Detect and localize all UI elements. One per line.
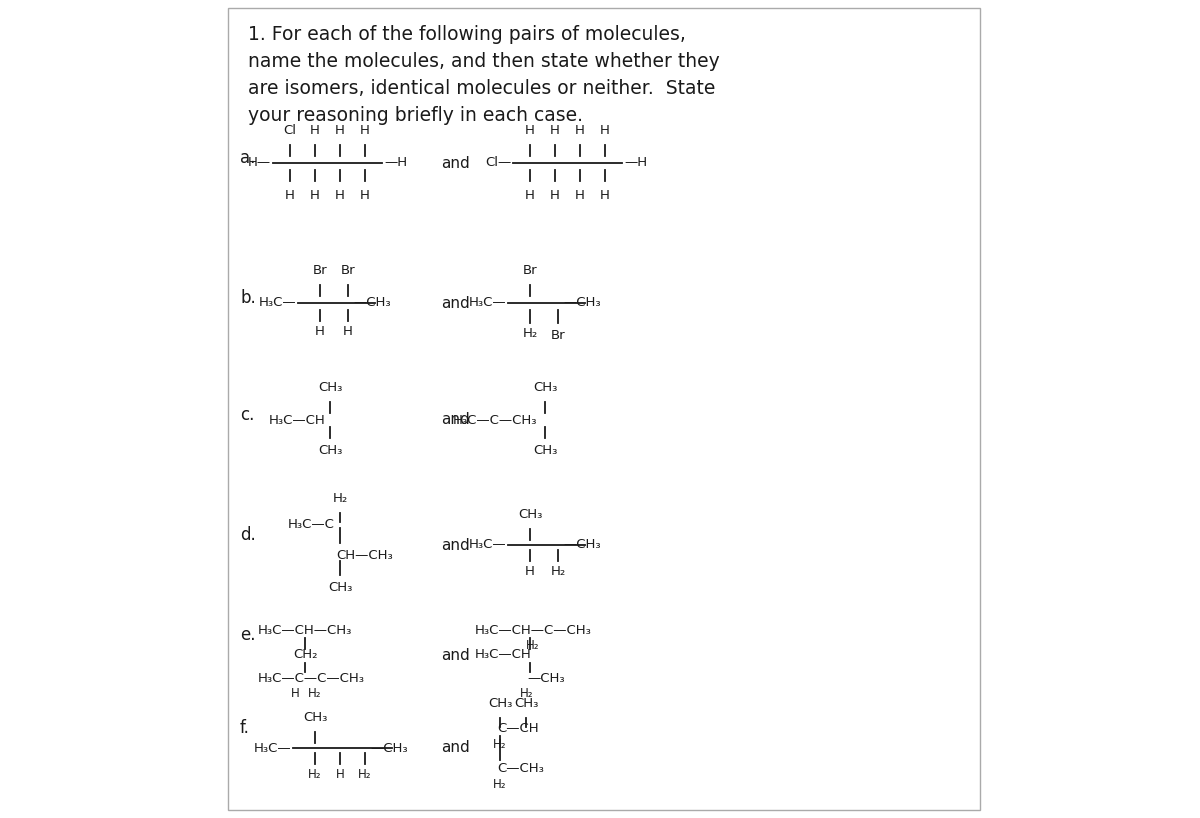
Text: name the molecules, and then state whether they: name the molecules, and then state wheth… — [248, 52, 720, 71]
Text: H: H — [310, 189, 320, 202]
Text: —CH₃: —CH₃ — [527, 672, 565, 685]
Text: —CH₃: —CH₃ — [563, 538, 601, 551]
Text: H₃C—C—C—CH₃: H₃C—C—C—CH₃ — [258, 672, 365, 685]
Text: H₃C—: H₃C— — [258, 296, 296, 309]
Text: b.: b. — [240, 289, 256, 307]
Text: CH₃: CH₃ — [318, 381, 342, 394]
Text: your reasoning briefly in each case.: your reasoning briefly in each case. — [248, 106, 583, 125]
Bar — [228, 8, 980, 810]
Text: H: H — [575, 124, 584, 137]
Text: CH—CH₃: CH—CH₃ — [336, 549, 392, 562]
Text: and: and — [440, 740, 469, 756]
Text: are isomers, identical molecules or neither.  State: are isomers, identical molecules or neit… — [248, 79, 715, 98]
Text: H: H — [550, 189, 560, 202]
Text: CH₃: CH₃ — [328, 581, 352, 594]
Text: and: and — [440, 295, 469, 311]
Text: Br: Br — [523, 264, 538, 277]
Text: CH₃: CH₃ — [533, 381, 557, 394]
Text: H: H — [360, 124, 370, 137]
Text: Cl: Cl — [283, 124, 296, 137]
Text: CH₃: CH₃ — [318, 444, 342, 457]
Text: H: H — [286, 189, 295, 202]
Text: H: H — [335, 189, 344, 202]
Text: CH₃: CH₃ — [488, 697, 512, 710]
Text: H: H — [335, 124, 344, 137]
Text: 1. For each of the following pairs of molecules,: 1. For each of the following pairs of mo… — [248, 25, 686, 44]
Text: e.: e. — [240, 626, 256, 644]
Text: C—CH: C—CH — [497, 721, 539, 735]
Text: —H: —H — [384, 156, 407, 169]
Text: H₃C—CH: H₃C—CH — [475, 649, 532, 662]
Text: H₂: H₂ — [359, 768, 372, 781]
Text: H₃C—: H₃C— — [253, 741, 292, 754]
Text: H: H — [550, 124, 560, 137]
Text: Br: Br — [341, 264, 355, 277]
Text: C—CH₃: C—CH₃ — [497, 762, 544, 775]
Text: f.: f. — [240, 719, 250, 737]
Text: —CH₃: —CH₃ — [370, 741, 408, 754]
Text: H₂: H₂ — [551, 565, 565, 578]
Text: H₂: H₂ — [308, 687, 322, 700]
Text: CH₃: CH₃ — [514, 697, 538, 710]
Text: CH₃: CH₃ — [533, 444, 557, 457]
Text: H: H — [526, 565, 535, 578]
Text: H: H — [336, 768, 344, 781]
Text: H: H — [343, 325, 353, 338]
Text: —CH₃: —CH₃ — [563, 296, 601, 309]
Text: CH₂: CH₂ — [293, 649, 317, 662]
Text: H₂: H₂ — [527, 639, 540, 652]
Text: H₃C—CH—C—CH₃: H₃C—CH—C—CH₃ — [475, 623, 592, 636]
Text: H: H — [600, 189, 610, 202]
Text: H: H — [310, 124, 320, 137]
Text: H: H — [575, 189, 584, 202]
Text: H₂: H₂ — [308, 768, 322, 781]
Text: H₃C—C—CH₃: H₃C—C—CH₃ — [452, 414, 538, 426]
Text: and: and — [440, 412, 469, 428]
Text: d.: d. — [240, 526, 256, 544]
Text: H₃C—C: H₃C—C — [288, 519, 335, 532]
Text: H₂: H₂ — [493, 738, 506, 751]
Text: H: H — [316, 325, 325, 338]
Text: H: H — [526, 189, 535, 202]
Text: Br: Br — [551, 329, 565, 342]
Text: H₂: H₂ — [522, 327, 538, 340]
Text: H: H — [526, 124, 535, 137]
Text: H₂: H₂ — [332, 492, 348, 505]
Text: CH₃: CH₃ — [302, 711, 328, 724]
Text: c.: c. — [240, 406, 254, 424]
Text: H₃C—CH—CH₃: H₃C—CH—CH₃ — [258, 623, 353, 636]
Text: H—: H— — [248, 156, 271, 169]
Text: Cl—: Cl— — [485, 156, 511, 169]
Text: and: and — [440, 537, 469, 552]
Text: CH₃: CH₃ — [518, 508, 542, 521]
Text: H₃C—: H₃C— — [468, 296, 506, 309]
Text: H₃C—: H₃C— — [468, 538, 506, 551]
Text: H₂: H₂ — [521, 687, 534, 700]
Text: —H: —H — [624, 156, 647, 169]
Text: H: H — [290, 687, 299, 700]
Text: and: and — [440, 648, 469, 663]
Text: H: H — [360, 189, 370, 202]
Text: H₃C—CH: H₃C—CH — [269, 414, 325, 426]
Text: and: and — [440, 155, 469, 170]
Text: —CH₃: —CH₃ — [353, 296, 391, 309]
Text: Br: Br — [313, 264, 328, 277]
Text: H: H — [600, 124, 610, 137]
Text: a.: a. — [240, 149, 256, 167]
Text: H₂: H₂ — [493, 778, 506, 791]
